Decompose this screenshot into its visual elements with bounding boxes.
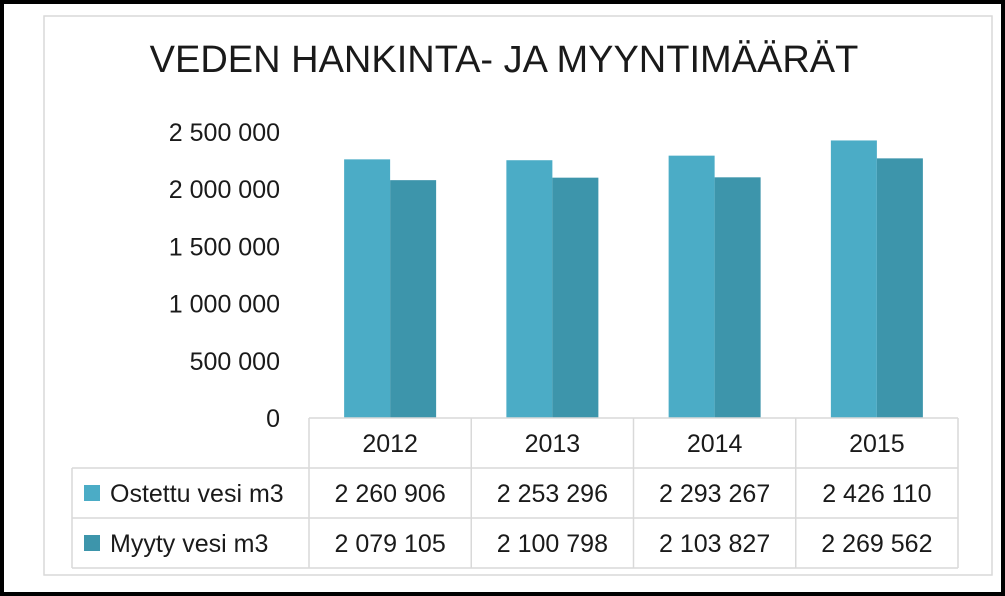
data-label: 2 260 906 <box>335 480 446 508</box>
x-tick-label: 2012 <box>362 430 418 458</box>
bar-myyty-2012 <box>390 180 437 418</box>
bar-myyty-2015 <box>876 158 923 418</box>
data-label: 2 269 562 <box>821 530 932 558</box>
data-label: 2 100 798 <box>497 530 608 558</box>
chart-title: VEDEN HANKINTA- JA MYYNTIMÄÄRÄT <box>150 39 859 81</box>
data-label: 2 293 267 <box>659 480 770 508</box>
legend-swatch <box>84 535 100 551</box>
data-label: 2 426 110 <box>822 480 931 508</box>
legend-label: Myyty vesi m3 <box>110 530 268 558</box>
legend-label: Ostettu vesi m3 <box>110 480 284 508</box>
y-tick-label: 2 000 000 <box>169 176 280 204</box>
y-tick-label: 500 000 <box>190 348 280 376</box>
legend-swatch <box>84 485 100 501</box>
bar-group <box>344 140 923 419</box>
x-tick-label: 2013 <box>525 430 581 458</box>
data-label: 2 253 296 <box>497 480 608 508</box>
data-label: 2 103 827 <box>659 530 770 558</box>
y-tick-label: 0 <box>266 405 280 433</box>
bar-ostettu-2015 <box>830 140 877 419</box>
y-tick-label: 1 000 000 <box>169 291 280 319</box>
bar-myyty-2014 <box>714 177 761 418</box>
data-label: 2 079 105 <box>335 530 446 558</box>
y-tick-label: 1 500 000 <box>169 233 280 261</box>
x-tick-label: 2014 <box>687 430 743 458</box>
bar-myyty-2013 <box>552 177 599 418</box>
bar-ostettu-2012 <box>344 159 391 418</box>
chart-area-border <box>43 15 993 576</box>
y-axis: 0 500 000 1 000 000 1 500 000 2 000 000 2 500… <box>169 119 280 433</box>
x-tick-label: 2015 <box>849 430 905 458</box>
y-tick-label: 2 500 000 <box>169 119 280 147</box>
bar-ostettu-2014 <box>668 155 715 418</box>
data-table: 2012 2013 2014 2015 Ostettu vesi m3 2 260 906… <box>71 417 959 569</box>
bar-ostettu-2013 <box>506 160 553 418</box>
